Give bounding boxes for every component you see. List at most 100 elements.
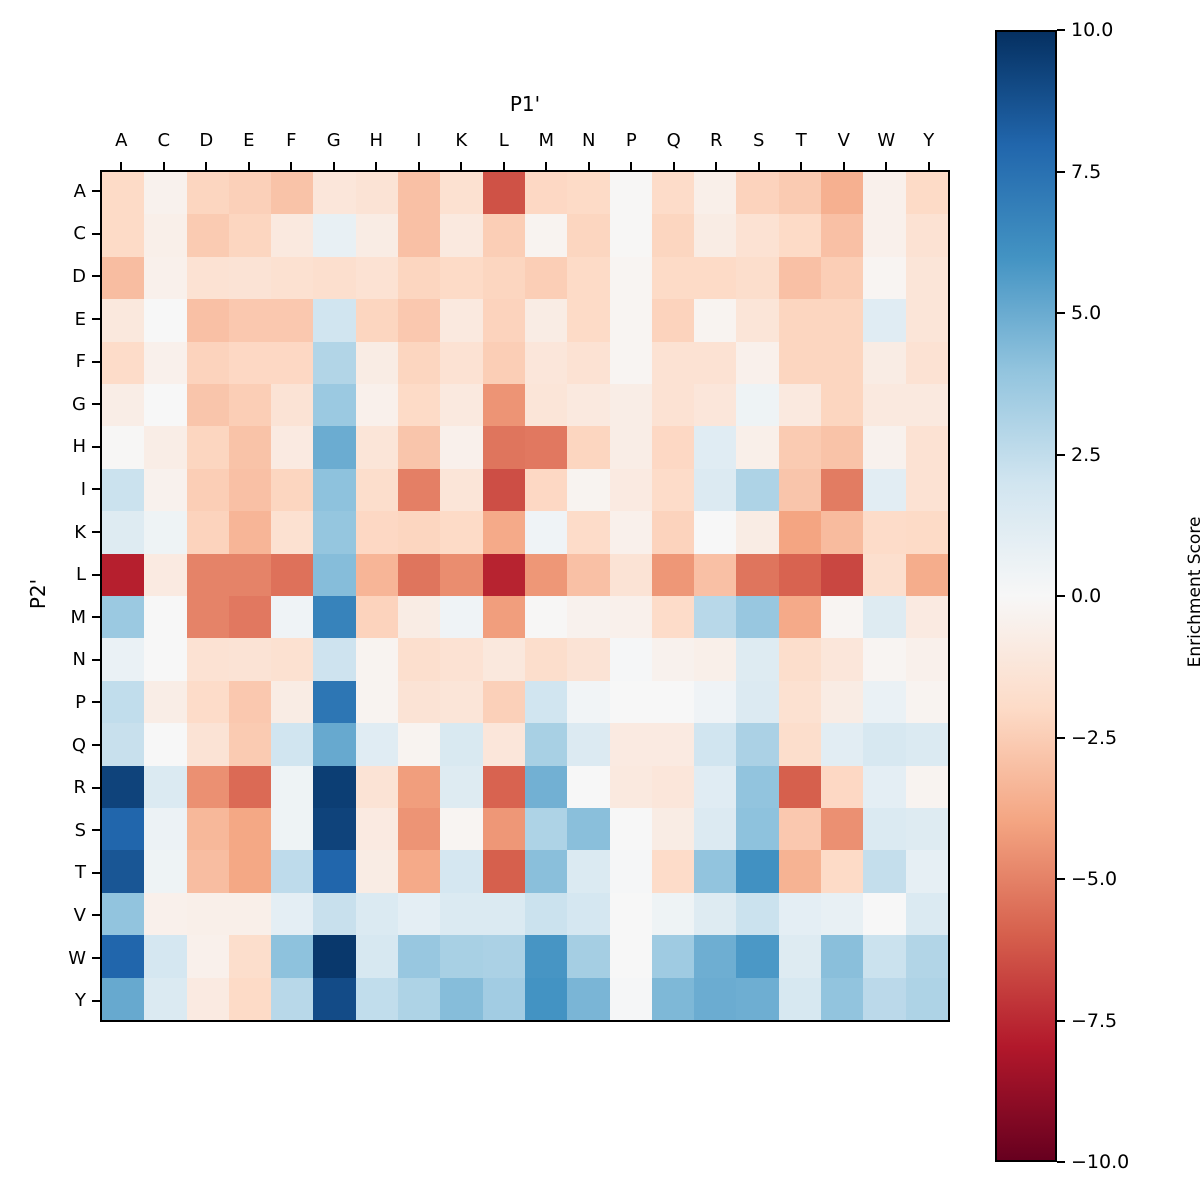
colorbar-tick-label: −5.0 — [1071, 868, 1118, 890]
heatmap-cell — [271, 808, 314, 851]
heatmap-cell — [144, 256, 187, 300]
heatmap-cell — [271, 172, 314, 215]
heatmap-cell — [440, 935, 483, 978]
heatmap-cell — [482, 808, 525, 851]
heatmap-cell — [524, 935, 568, 978]
heatmap-cell — [567, 808, 610, 851]
heatmap-cell — [313, 172, 356, 215]
y-tick-label: Q — [71, 734, 86, 756]
heatmap-cell — [524, 214, 568, 257]
heatmap-cell — [440, 765, 483, 808]
heatmap-cell — [482, 935, 525, 978]
heatmap-cell — [313, 765, 356, 808]
heatmap-cell — [524, 850, 568, 893]
heatmap-cell — [482, 850, 525, 893]
heatmap-cell — [398, 426, 441, 469]
heatmap-cell — [482, 596, 525, 639]
y-tick — [92, 255, 100, 298]
x-tick-label: V — [837, 130, 850, 151]
heatmap-cell — [609, 553, 652, 596]
heatmap-cell — [398, 765, 441, 808]
heatmap-cell — [609, 850, 652, 893]
heatmap-cell — [313, 808, 356, 851]
heatmap-cell — [440, 723, 483, 766]
heatmap-cell — [694, 256, 737, 300]
colorbar-ticks: 10.0 7.5 5.0 2.5 0.0 −2.5 −5.0 −7.5 −10.0 — [1057, 19, 1197, 1173]
y-tick-label: Y — [75, 990, 86, 1012]
heatmap-cell — [863, 680, 906, 724]
heatmap-cell — [609, 723, 652, 766]
y-tick-label: C — [73, 223, 86, 245]
heatmap-cell — [778, 553, 822, 596]
heatmap-cell — [524, 977, 568, 1020]
heatmap-cell — [271, 426, 314, 469]
heatmap-cell — [355, 680, 399, 724]
y-tick-label: W — [68, 947, 86, 969]
heatmap-cell — [228, 850, 272, 893]
heatmap-cell — [694, 426, 737, 469]
heatmap-cell — [398, 808, 441, 851]
heatmap-cell — [186, 765, 229, 808]
heatmap-cell — [694, 172, 737, 215]
heatmap-cell — [694, 596, 737, 639]
heatmap-cell — [144, 892, 187, 936]
heatmap-cell — [524, 256, 568, 300]
heatmap-cell — [271, 723, 314, 766]
heatmap-cell — [144, 596, 187, 639]
heatmap-cell — [355, 596, 399, 639]
heatmap-cell — [482, 892, 525, 936]
heatmap-cell — [186, 341, 229, 384]
heatmap-cell — [186, 553, 229, 596]
heatmap-cell — [102, 850, 145, 893]
heatmap-cell — [651, 808, 695, 851]
heatmap-cell — [905, 723, 948, 766]
y-tick-label: N — [72, 649, 86, 671]
heatmap-cell — [905, 850, 948, 893]
heatmap-cell — [355, 553, 399, 596]
y-tick-label: A — [73, 180, 86, 202]
x-tick-label: P — [625, 130, 637, 151]
heatmap-cell — [186, 299, 229, 342]
heatmap-cell — [186, 426, 229, 469]
x-tick — [865, 162, 908, 170]
heatmap-cell — [567, 214, 610, 257]
heatmap-cell — [313, 299, 356, 342]
heatmap-cell — [144, 808, 187, 851]
heatmap-cell — [863, 384, 906, 427]
heatmap-cell — [905, 935, 948, 978]
y-tick-label: L — [75, 564, 86, 586]
heatmap-cell — [651, 638, 695, 681]
y-tick — [92, 596, 100, 639]
x-tick — [398, 162, 441, 170]
heatmap-cell — [144, 723, 187, 766]
x-tick-label: Q — [666, 130, 681, 151]
heatmap-cell — [482, 299, 525, 342]
heatmap-cell — [778, 341, 822, 384]
heatmap-cell — [736, 638, 779, 681]
heatmap-cell — [736, 426, 779, 469]
heatmap-cell — [482, 638, 525, 681]
heatmap-cell — [144, 511, 187, 554]
heatmap-cell — [778, 808, 822, 851]
heatmap-cell — [355, 638, 399, 681]
heatmap-cell — [863, 553, 906, 596]
x-tick-label: M — [538, 130, 555, 151]
heatmap-cell — [102, 341, 145, 384]
heatmap-cell — [524, 172, 568, 215]
heatmap-cell — [905, 341, 948, 384]
colorbar-label: Enrichment Score — [1185, 516, 1200, 668]
heatmap-cell — [228, 680, 272, 724]
heatmap-cell — [271, 214, 314, 257]
heatmap-cell — [778, 638, 822, 681]
heatmap-cell — [355, 808, 399, 851]
heatmap-cell — [736, 172, 779, 215]
y-tick — [92, 852, 100, 895]
heatmap-cell — [524, 468, 568, 512]
heatmap-cell — [567, 723, 610, 766]
heatmap-cell — [821, 256, 864, 300]
heatmap-cell — [440, 850, 483, 893]
heatmap-cell — [651, 299, 695, 342]
heatmap-cell — [905, 384, 948, 427]
heatmap-cell — [228, 511, 272, 554]
heatmap-cell — [863, 850, 906, 893]
